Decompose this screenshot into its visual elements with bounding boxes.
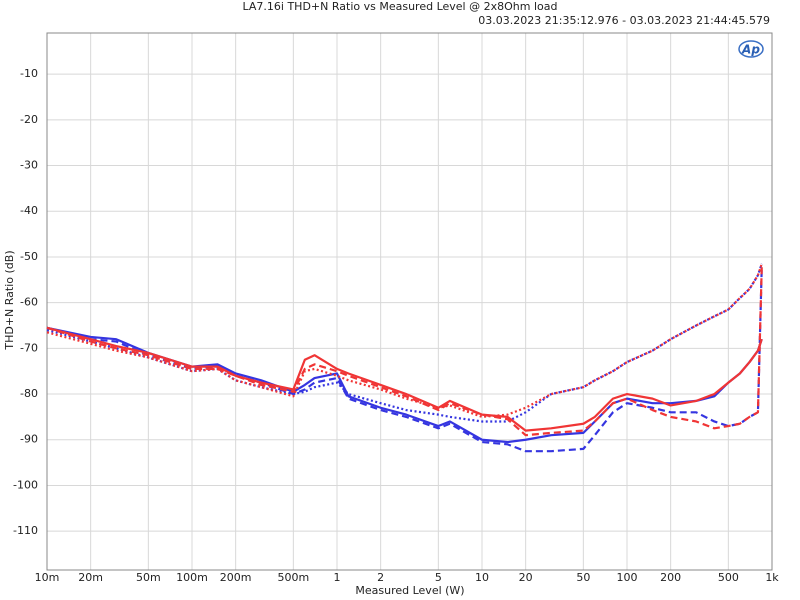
plot-area: -10 -20 -30 -40 -50 -60 -70 -80 -90 -100 -110 10m 20… bbox=[13, 32, 779, 584]
y-tick-label: -30 bbox=[20, 159, 38, 172]
x-tick-label: 200m bbox=[220, 571, 252, 584]
x-tick-label: 10 bbox=[475, 571, 489, 584]
x-tick-label: 50m bbox=[136, 571, 161, 584]
x-tick-label: 1k bbox=[765, 571, 779, 584]
y-tick-label: -80 bbox=[20, 387, 38, 400]
chart-title: LA7.16i THD+N Ratio vs Measured Level @ … bbox=[243, 0, 558, 13]
y-tick-label: -110 bbox=[13, 524, 38, 537]
logo-ring bbox=[738, 40, 764, 58]
x-tick-label: 500m bbox=[277, 571, 309, 584]
x-tick-label: 200 bbox=[660, 571, 681, 584]
x-tick-label: 500 bbox=[718, 571, 739, 584]
data-line bbox=[46, 326, 763, 432]
x-tick-label: 20m bbox=[78, 571, 103, 584]
y-tick-label: -50 bbox=[20, 250, 38, 263]
x-tick-label: 2 bbox=[377, 571, 384, 584]
logo: Ap bbox=[741, 43, 760, 57]
x-tick-label: 5 bbox=[435, 571, 442, 584]
x-tick-label: 10m bbox=[35, 571, 60, 584]
plot-frame bbox=[46, 32, 773, 571]
x-tick-label: 20 bbox=[519, 571, 533, 584]
x-tick-label: 100 bbox=[617, 571, 638, 584]
x-axis-label: Measured Level (W) bbox=[355, 584, 464, 597]
x-tick-label: 1 bbox=[334, 571, 341, 584]
y-tick-label: -10 bbox=[20, 67, 38, 80]
y-axis-label: THD+N Ratio (dB) bbox=[3, 250, 16, 350]
x-tick-label: 100m bbox=[176, 571, 208, 584]
chart-subtitle: 03.03.2023 21:35:12.976 - 03.03.2023 21:… bbox=[478, 14, 770, 27]
y-tick-label: -100 bbox=[13, 478, 38, 491]
x-tick-label: 50 bbox=[576, 571, 590, 584]
y-tick-label: -70 bbox=[20, 341, 38, 354]
y-tick-label: -60 bbox=[20, 296, 38, 309]
y-tick-label: -20 bbox=[20, 113, 38, 126]
y-tick-label: -40 bbox=[20, 204, 38, 217]
y-tick-label: -90 bbox=[20, 433, 38, 446]
data-line bbox=[46, 263, 763, 418]
